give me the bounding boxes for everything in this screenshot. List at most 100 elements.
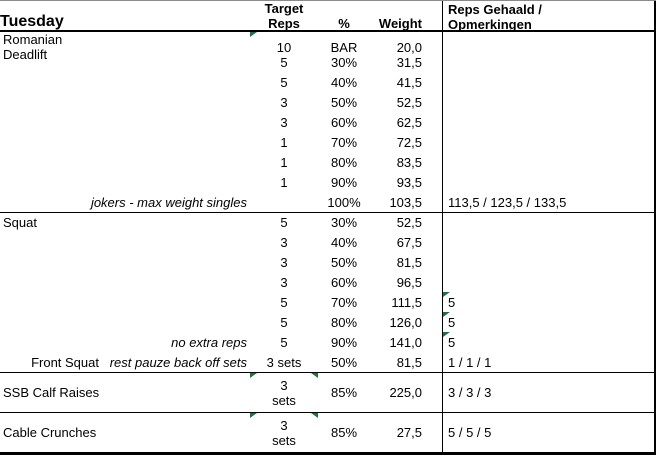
weight-cell[interactable]: 72,5 bbox=[370, 132, 442, 152]
percent-cell[interactable]: 70% bbox=[318, 132, 370, 152]
comments-cell[interactable] bbox=[442, 232, 654, 252]
exercise-cell[interactable] bbox=[0, 252, 105, 272]
note-cell[interactable] bbox=[105, 152, 250, 172]
target-reps-cell[interactable]: 3 bbox=[250, 252, 318, 272]
comments-header-cell[interactable]: Reps Gehaald / Opmerkingen bbox=[442, 1, 654, 32]
note-cell[interactable]: jokers - max weight singles bbox=[91, 192, 250, 212]
exercise-cell[interactable] bbox=[0, 152, 105, 172]
percent-header-cell[interactable]: % bbox=[318, 1, 370, 32]
target-reps-cell[interactable]: 3 bbox=[250, 92, 318, 112]
note-cell[interactable] bbox=[105, 72, 250, 92]
percent-cell[interactable]: 50% bbox=[318, 92, 370, 112]
target-reps-cell[interactable]: 1 bbox=[250, 172, 318, 192]
note-cell[interactable] bbox=[105, 213, 250, 232]
weight-cell[interactable]: 41,5 bbox=[370, 72, 442, 92]
comments-cell[interactable]: 5 / 5 / 5 bbox=[442, 413, 654, 452]
weight-cell[interactable]: 83,5 bbox=[370, 152, 442, 172]
note-cell[interactable]: no extra reps bbox=[105, 332, 250, 352]
target-reps-cell[interactable]: 3 bbox=[250, 112, 318, 132]
weight-cell[interactable]: 67,5 bbox=[370, 232, 442, 252]
weight-cell[interactable]: 103,5 bbox=[370, 192, 442, 212]
note-cell[interactable] bbox=[105, 312, 250, 332]
exercise-cell[interactable]: SSB Calf Raises bbox=[0, 373, 105, 412]
comments-cell[interactable]: 5 bbox=[442, 312, 654, 332]
weight-cell[interactable]: 52,5 bbox=[370, 92, 442, 112]
percent-cell[interactable]: 30% bbox=[318, 52, 370, 72]
comments-cell[interactable] bbox=[442, 112, 654, 132]
target-reps-cell[interactable]: 5 bbox=[250, 332, 318, 352]
exercise-cell[interactable]: Romanian Deadlift bbox=[0, 32, 105, 62]
exercise-cell[interactable] bbox=[0, 72, 105, 92]
target-reps-cell[interactable]: 5 bbox=[250, 213, 318, 232]
exercise-cell[interactable]: Front Squat bbox=[0, 352, 105, 372]
comments-cell[interactable]: 1 / 1 / 1 bbox=[442, 352, 654, 372]
weight-cell[interactable]: 27,5 bbox=[370, 413, 442, 452]
target-reps-cell[interactable]: 3 bbox=[250, 272, 318, 292]
comments-cell[interactable] bbox=[442, 92, 654, 112]
exercise-cell[interactable]: Cable Crunches bbox=[0, 413, 105, 452]
exercise-cell[interactable] bbox=[0, 272, 105, 292]
target-reps-cell[interactable]: 10 bbox=[250, 32, 318, 62]
target-reps-cell[interactable]: 1 bbox=[250, 152, 318, 172]
note-cell[interactable] bbox=[105, 52, 250, 72]
exercise-cell[interactable] bbox=[0, 332, 105, 352]
weight-cell[interactable]: 96,5 bbox=[370, 272, 442, 292]
weight-cell[interactable]: 31,5 bbox=[370, 52, 442, 72]
weight-cell[interactable]: 62,5 bbox=[370, 112, 442, 132]
weight-cell[interactable]: 81,5 bbox=[370, 352, 442, 372]
target-reps-cell[interactable]: 3 bbox=[250, 232, 318, 252]
target-reps-header-cell[interactable]: Target Reps bbox=[250, 1, 318, 32]
comments-cell[interactable] bbox=[442, 272, 654, 292]
comments-cell[interactable]: 5 bbox=[442, 332, 654, 352]
weight-cell[interactable]: 126,0 bbox=[370, 312, 442, 332]
percent-cell[interactable]: 80% bbox=[318, 312, 370, 332]
comments-cell[interactable] bbox=[442, 32, 654, 62]
comments-cell[interactable] bbox=[442, 172, 654, 192]
percent-cell[interactable]: 50% bbox=[318, 252, 370, 272]
weight-cell[interactable]: 20,0 bbox=[370, 32, 442, 62]
target-reps-cell[interactable]: 3 sets bbox=[250, 373, 318, 412]
target-reps-cell[interactable]: 5 bbox=[250, 52, 318, 72]
percent-cell[interactable]: 85% bbox=[318, 373, 370, 412]
comments-cell[interactable] bbox=[442, 132, 654, 152]
percent-cell[interactable]: 60% bbox=[318, 272, 370, 292]
target-reps-cell[interactable]: 5 bbox=[250, 72, 318, 92]
weight-header-cell[interactable]: Weight bbox=[370, 1, 442, 32]
percent-cell[interactable]: 85% bbox=[318, 413, 370, 452]
percent-cell[interactable]: 90% bbox=[318, 332, 370, 352]
note-cell[interactable] bbox=[105, 92, 250, 112]
exercise-cell[interactable]: Squat bbox=[0, 213, 105, 232]
comments-cell[interactable]: 113,5 / 123,5 / 133,5 bbox=[442, 192, 654, 212]
note-cell[interactable] bbox=[105, 232, 250, 252]
percent-cell[interactable]: 40% bbox=[318, 72, 370, 92]
day-title-cell[interactable]: Tuesday bbox=[0, 1, 250, 32]
target-reps-cell[interactable]: 3 sets bbox=[250, 352, 318, 372]
target-reps-cell[interactable]: 1 bbox=[250, 132, 318, 152]
exercise-cell[interactable] bbox=[0, 192, 105, 212]
exercise-cell[interactable] bbox=[0, 132, 105, 152]
exercise-cell[interactable] bbox=[0, 112, 105, 132]
weight-cell[interactable]: 93,5 bbox=[370, 172, 442, 192]
note-cell[interactable] bbox=[105, 373, 250, 412]
percent-cell[interactable]: BAR bbox=[318, 32, 370, 62]
percent-cell[interactable]: 60% bbox=[318, 112, 370, 132]
weight-cell[interactable]: 52,5 bbox=[370, 213, 442, 232]
percent-cell[interactable]: 50% bbox=[318, 352, 370, 372]
note-cell[interactable] bbox=[105, 413, 250, 452]
exercise-cell[interactable] bbox=[0, 312, 105, 332]
note-cell[interactable] bbox=[105, 272, 250, 292]
target-reps-cell[interactable]: 5 bbox=[250, 312, 318, 332]
weight-cell[interactable]: 225,0 bbox=[370, 373, 442, 412]
note-cell[interactable]: rest pauze back off sets bbox=[105, 352, 250, 372]
percent-cell[interactable]: 100% bbox=[318, 192, 370, 212]
note-cell[interactable] bbox=[105, 252, 250, 272]
weight-cell[interactable]: 141,0 bbox=[370, 332, 442, 352]
comments-cell[interactable]: 3 / 3 / 3 bbox=[442, 373, 654, 412]
exercise-cell[interactable] bbox=[0, 92, 105, 112]
weight-cell[interactable]: 111,5 bbox=[370, 292, 442, 312]
percent-cell[interactable]: 80% bbox=[318, 152, 370, 172]
percent-cell[interactable]: 70% bbox=[318, 292, 370, 312]
exercise-cell[interactable] bbox=[0, 172, 105, 192]
exercise-cell[interactable] bbox=[0, 232, 105, 252]
comments-cell[interactable] bbox=[442, 72, 654, 92]
